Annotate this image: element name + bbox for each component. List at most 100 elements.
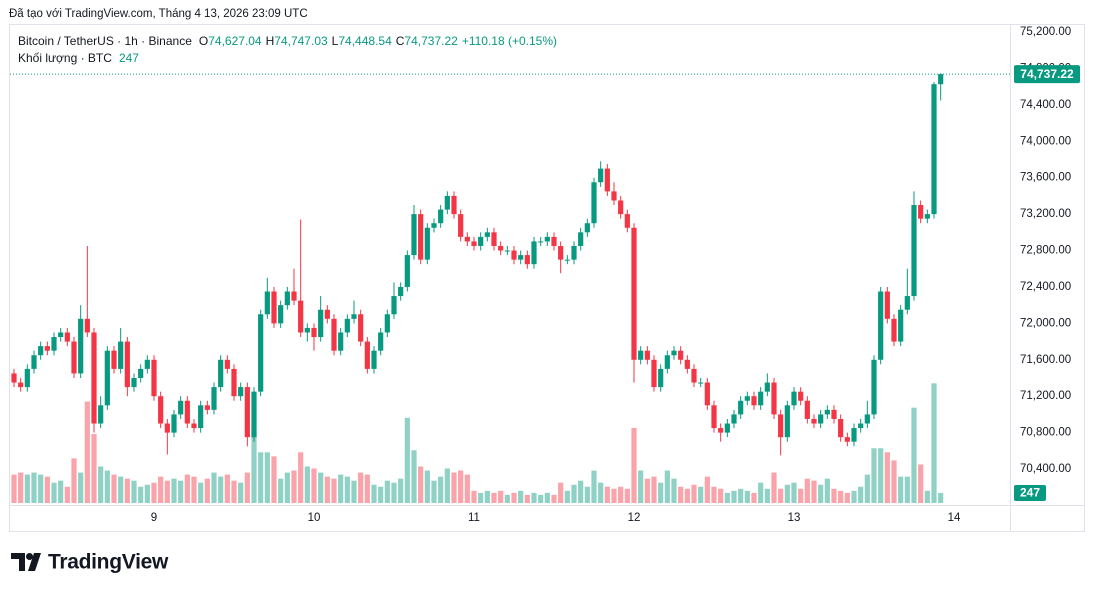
candle-body	[291, 291, 297, 301]
volume-bar	[431, 480, 437, 503]
volume-bar	[138, 486, 144, 503]
volume-bar	[318, 472, 324, 503]
candle-body	[871, 359, 877, 415]
y-tick-label: 72,800.00	[1020, 245, 1071, 257]
volume-bar	[391, 482, 397, 503]
x-tick-label: 13	[788, 512, 801, 524]
volume-bar	[304, 466, 310, 503]
candle-body	[364, 341, 370, 369]
ohlc-key: L	[332, 34, 339, 48]
candle-body	[791, 391, 797, 406]
volume-bar	[178, 480, 184, 503]
volume-bar	[904, 476, 910, 503]
volume-bar	[298, 452, 304, 503]
candle-body	[524, 255, 530, 265]
last-price-label: 74,737.22	[1020, 67, 1074, 81]
volume-bar	[824, 478, 830, 503]
volume-bar	[551, 494, 557, 503]
volume-bar	[218, 476, 224, 503]
y-tick-label: 71,600.00	[1020, 354, 1071, 366]
volume-bar	[798, 488, 804, 503]
brand-logo: TradingView	[11, 551, 169, 574]
candle-body	[458, 214, 464, 237]
candle-body	[264, 291, 270, 315]
candle-body	[438, 209, 444, 224]
candle-body	[558, 245, 564, 260]
candle-body	[878, 291, 884, 360]
candle-body	[571, 245, 577, 260]
candle-body	[24, 368, 30, 388]
volume-bar	[464, 474, 470, 503]
y-tick-label: 71,200.00	[1020, 390, 1071, 402]
volume-bar	[198, 482, 204, 503]
volume-bar	[538, 494, 544, 503]
candle-body	[478, 236, 484, 246]
y-tick-label: 70,800.00	[1020, 427, 1071, 439]
candle-body	[631, 227, 637, 360]
candle-body	[831, 409, 837, 419]
ohlc-key: H	[266, 34, 275, 48]
x-tick-label: 12	[628, 512, 641, 524]
candle-body	[778, 414, 784, 438]
candle-body	[211, 387, 217, 410]
volume-bar	[471, 490, 477, 503]
candle-body	[851, 428, 857, 442]
candle-body	[38, 346, 44, 356]
volume-bar	[744, 490, 750, 503]
volume-bar	[624, 488, 630, 503]
volume-bar	[451, 472, 457, 503]
candle-body	[591, 182, 597, 224]
volume-bar	[18, 472, 24, 503]
candle-body	[218, 359, 224, 388]
volume-bar	[818, 484, 824, 503]
logo-mark	[11, 553, 25, 571]
candle-body	[651, 359, 657, 388]
volume-bar	[658, 482, 664, 503]
candle-body	[431, 223, 437, 228]
candle-body	[444, 195, 450, 210]
volume-bar	[544, 492, 550, 503]
last-price-box	[1014, 65, 1080, 84]
candle-body	[344, 318, 350, 333]
candle-body	[731, 414, 737, 424]
candle-body	[718, 428, 724, 433]
candle-body	[684, 359, 690, 369]
volume-bar	[611, 488, 617, 503]
volume-bar	[751, 492, 757, 503]
volume-bar	[238, 482, 244, 503]
candle-body	[51, 337, 57, 351]
candle-body	[598, 168, 604, 183]
volume-bar	[931, 383, 937, 503]
candle-body	[284, 291, 290, 306]
volume-bar	[91, 434, 97, 503]
volume-bar	[98, 466, 104, 503]
volume-bar	[771, 472, 777, 503]
candle-body	[31, 355, 37, 369]
x-tick-label: 10	[308, 512, 321, 524]
candle-body	[498, 245, 504, 251]
candle-body	[64, 332, 70, 342]
candle-body	[318, 309, 324, 338]
candle-body	[911, 205, 917, 297]
candle-body	[638, 350, 644, 360]
volume-bar	[124, 478, 130, 503]
candle-body	[144, 359, 150, 369]
candle-body	[678, 350, 684, 360]
volume-bar	[758, 482, 764, 503]
candle-body	[818, 414, 824, 424]
volume-bar	[531, 492, 537, 503]
logo-slash	[28, 553, 41, 571]
candle-body	[658, 368, 664, 388]
volume-bar	[938, 492, 944, 503]
legend: Bitcoin / TetherUS · 1h · Binance O74,627…	[18, 34, 557, 65]
volume-bar	[384, 480, 390, 503]
ohlc-value: 74,747.03	[274, 34, 328, 48]
candle-body	[198, 405, 204, 429]
candle-body	[804, 400, 810, 419]
candle-body	[578, 232, 584, 246]
candle-body	[418, 214, 424, 260]
volume-bar	[158, 476, 164, 503]
candle-body	[704, 382, 710, 406]
candle-body	[124, 341, 130, 388]
